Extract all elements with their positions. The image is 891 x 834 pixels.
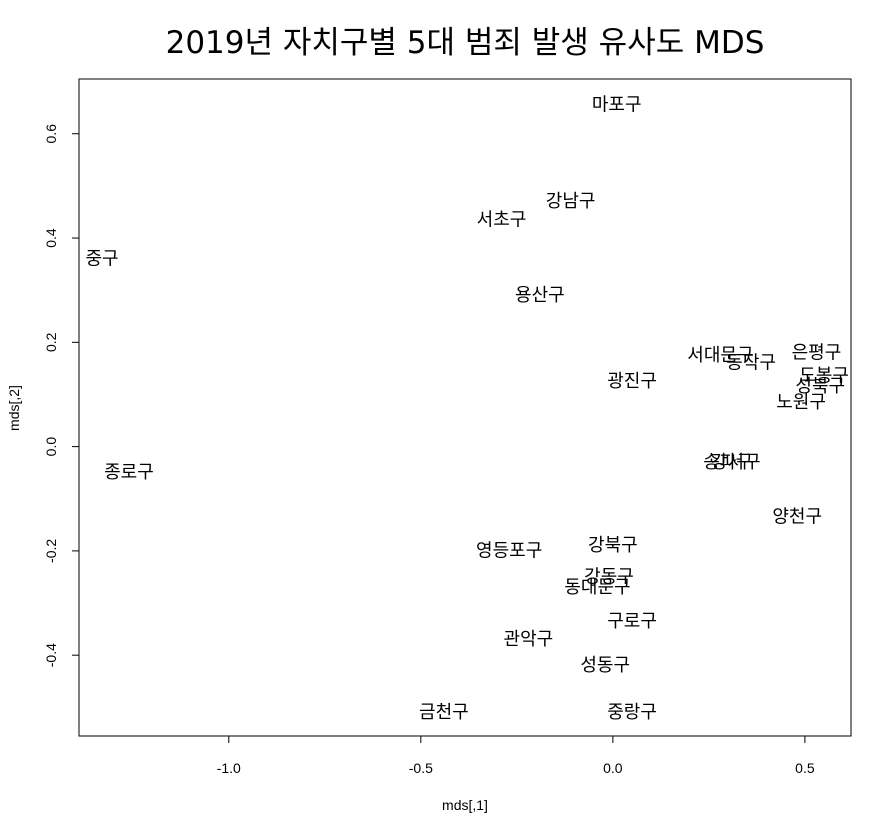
y-tick-label: -0.4 xyxy=(43,643,59,667)
point-label: 동대문구 xyxy=(564,577,630,598)
point-label: 서초구 xyxy=(477,209,527,230)
x-tick-label: -1.0 xyxy=(217,760,241,776)
point-label: 강북구 xyxy=(588,535,638,556)
point-label: 관악구 xyxy=(504,629,554,650)
y-tick-label: -0.2 xyxy=(43,539,59,563)
point-label: 강서구 xyxy=(711,452,761,473)
point-label: 광진구 xyxy=(607,371,657,392)
point-label: 용산구 xyxy=(515,285,565,306)
point-label: 강동구 xyxy=(584,566,634,587)
x-axis-label: mds[,1] xyxy=(442,797,488,813)
plot-frame xyxy=(78,78,852,737)
point-label: 노원구 xyxy=(776,392,826,413)
point-label: 영등포구 xyxy=(476,540,542,561)
point-label: 동작구 xyxy=(726,353,776,374)
point-label: 성북구 xyxy=(795,376,845,397)
point-label: 중랑구 xyxy=(607,702,657,723)
x-axis: -1.0 -0.5 0.0 0.5 xyxy=(217,735,815,776)
x-tick-label: 0.5 xyxy=(795,760,815,776)
point-label: 도봉구 xyxy=(799,366,849,387)
y-tick-label: 0.4 xyxy=(43,228,59,248)
point-label: 성동구 xyxy=(580,655,630,676)
point-label: 마포구 xyxy=(592,95,642,116)
y-tick-label: 0.6 xyxy=(43,124,59,144)
point-label: 서대문구 xyxy=(687,345,753,366)
y-tick-label: 0.0 xyxy=(43,437,59,457)
point-label: 금천구 xyxy=(419,702,469,723)
x-tick-label: -0.5 xyxy=(409,760,433,776)
point-label: 은평구 xyxy=(792,342,842,363)
point-label: 강남구 xyxy=(546,191,596,212)
point-label: 송파구 xyxy=(703,452,753,473)
x-tick-label: 0.0 xyxy=(603,760,623,776)
y-tick-label: 0.2 xyxy=(43,332,59,352)
point-label: 종로구 xyxy=(104,462,154,483)
point-label: 양천구 xyxy=(772,507,822,528)
point-label: 구로구 xyxy=(607,611,657,632)
point-label: 중구 xyxy=(85,248,118,269)
y-axis-label: mds[,2] xyxy=(6,385,22,431)
chart-title: 2019년 자치구별 5대 범죄 발생 유사도 MDS xyxy=(166,25,765,61)
y-axis: -0.4 -0.2 0.0 0.2 0.4 0.6 xyxy=(43,124,80,667)
